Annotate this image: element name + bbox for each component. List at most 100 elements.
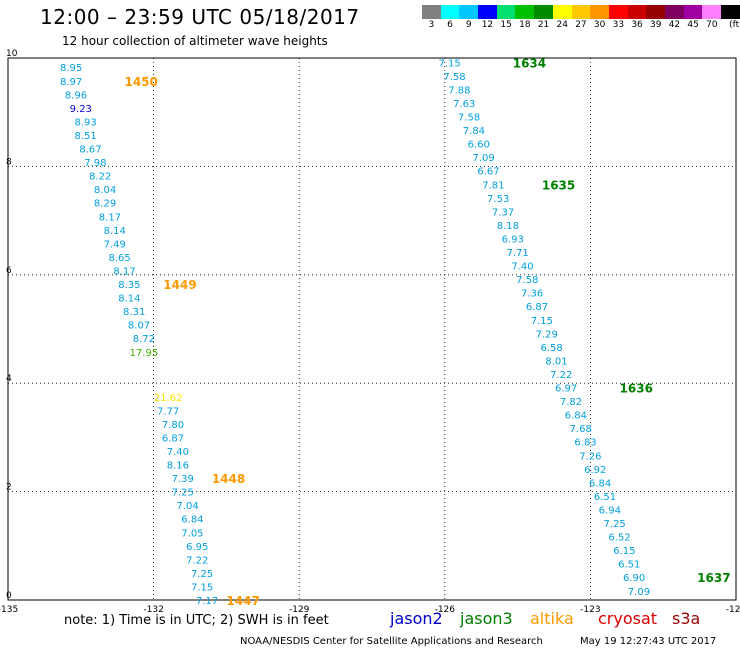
color-swatch bbox=[534, 5, 553, 19]
wave-height-point: 8.97 bbox=[60, 77, 82, 88]
wave-height-point: 6.90 bbox=[623, 573, 645, 584]
wave-height-point: 6.84 bbox=[589, 478, 611, 489]
plot-frame bbox=[7, 57, 737, 601]
wave-height-point: 7.71 bbox=[506, 248, 528, 259]
wave-height-point: 7.25 bbox=[191, 569, 213, 580]
color-swatch bbox=[683, 5, 703, 19]
credit-line: NOAA/NESDIS Center for Satellite Applica… bbox=[240, 636, 543, 647]
pass-time-label: 1637 bbox=[697, 571, 730, 585]
color-swatch bbox=[515, 5, 535, 19]
wave-height-point: 6.87 bbox=[162, 433, 184, 444]
wave-height-point: 7.09 bbox=[628, 587, 650, 598]
color-scale-tick: 33 bbox=[612, 20, 625, 30]
color-swatch bbox=[496, 5, 516, 19]
wave-height-point: 7.15 bbox=[191, 582, 213, 593]
y-tick-label: 0 bbox=[6, 591, 12, 601]
wave-height-point: 6.94 bbox=[599, 505, 621, 516]
wave-height-point: 8.01 bbox=[545, 356, 567, 367]
color-swatch bbox=[608, 5, 628, 19]
wave-height-point: 8.51 bbox=[75, 131, 97, 142]
chart-subtitle: 12 hour collection of altimeter wave hei… bbox=[62, 34, 328, 48]
wave-height-point: 7.04 bbox=[176, 501, 198, 512]
wave-height-point: 6.84 bbox=[565, 411, 587, 422]
x-tick-label: -135 bbox=[0, 605, 18, 615]
color-swatch bbox=[702, 5, 721, 19]
color-scale-tick: 36 bbox=[631, 20, 643, 30]
color-swatch bbox=[627, 5, 647, 19]
wave-height-point: 8.35 bbox=[118, 280, 140, 291]
wave-height-point: 8.14 bbox=[104, 226, 126, 237]
x-tick-label: -126 bbox=[435, 605, 456, 615]
wave-height-point: 7.15 bbox=[531, 316, 553, 327]
color-swatch bbox=[571, 5, 591, 19]
color-swatch bbox=[459, 5, 479, 19]
wave-height-point: 8.07 bbox=[128, 321, 150, 332]
wave-height-point: 7.98 bbox=[84, 158, 106, 169]
pass-time-label: 1450 bbox=[124, 75, 157, 89]
color-swatch bbox=[664, 5, 684, 19]
wave-height-point: 7.25 bbox=[604, 519, 626, 530]
footnote: note: 1) Time is in UTC; 2) SWH is in fe… bbox=[64, 613, 329, 628]
wave-height-point: 8.22 bbox=[89, 172, 111, 183]
wave-height-point: 7.05 bbox=[181, 528, 203, 539]
satellite-legend-item: jason2 bbox=[390, 609, 443, 628]
pass-time-label: 1448 bbox=[212, 472, 245, 486]
satellite-legend-item: cryosat bbox=[598, 609, 658, 628]
wave-height-point: 8.95 bbox=[60, 63, 82, 74]
y-tick-label: 2 bbox=[6, 483, 12, 493]
wave-height-point: 7.80 bbox=[162, 420, 184, 431]
wave-height-point: 7.49 bbox=[104, 239, 126, 250]
wave-height-point: 6.51 bbox=[594, 492, 616, 503]
color-swatch bbox=[440, 5, 460, 19]
wave-height-point: 8.14 bbox=[118, 294, 140, 305]
wave-height-point: 8.29 bbox=[94, 199, 116, 210]
color-swatch bbox=[552, 5, 572, 19]
color-swatch bbox=[590, 5, 609, 19]
wave-height-point: 7.17 bbox=[196, 596, 218, 607]
satellite-legend-item: s3a bbox=[672, 609, 701, 628]
color-scale-swatches bbox=[422, 5, 740, 19]
x-tick-label: -129 bbox=[289, 605, 310, 615]
wave-height-point: 6.83 bbox=[574, 438, 596, 449]
wave-height-point: 7.63 bbox=[453, 99, 475, 110]
satellite-legend-item: altika bbox=[530, 609, 574, 628]
wave-height-point: 6.95 bbox=[186, 542, 208, 553]
y-tick-label: 8 bbox=[6, 157, 12, 167]
color-swatch bbox=[478, 5, 497, 19]
color-scale-tick: 18 bbox=[519, 20, 531, 30]
y-tick-label: 4 bbox=[6, 374, 12, 384]
pass-time-label: 1635 bbox=[542, 178, 575, 192]
pass-time-label: 1634 bbox=[513, 56, 546, 70]
wave-height-point: 8.17 bbox=[99, 212, 121, 223]
color-scale-tick: 21 bbox=[537, 20, 550, 30]
wave-height-point: 6.92 bbox=[584, 465, 606, 476]
wave-height-point: 7.82 bbox=[560, 397, 582, 408]
wave-height-point: 8.65 bbox=[108, 253, 130, 264]
wave-height-point: 7.22 bbox=[186, 555, 208, 566]
satellite-legend-item: jason3 bbox=[460, 609, 513, 628]
y-tick-label: 10 bbox=[6, 49, 18, 59]
wave-height-point: 8.18 bbox=[497, 221, 519, 232]
wave-height-point: 8.67 bbox=[79, 145, 101, 156]
wave-height-point: 7.81 bbox=[482, 180, 504, 191]
x-tick-label: -132 bbox=[143, 605, 163, 615]
color-scale-tick: 39 bbox=[650, 20, 662, 30]
wave-height-point: 8.31 bbox=[123, 307, 145, 318]
y-tick-label: 6 bbox=[6, 266, 12, 276]
color-scale-tick: 24 bbox=[556, 20, 568, 30]
wave-height-point: 7.36 bbox=[521, 289, 543, 300]
wave-height-point: 7.40 bbox=[511, 262, 533, 273]
wave-height-point: 6.51 bbox=[618, 560, 640, 571]
wave-height-point: 8.17 bbox=[113, 266, 135, 277]
color-scale-tick: 12 bbox=[481, 20, 494, 30]
pass-time-label: 1636 bbox=[620, 382, 653, 396]
wave-height-point: 8.93 bbox=[75, 117, 97, 128]
color-scale-tick: 9 bbox=[465, 20, 472, 30]
wave-height-point: 8.04 bbox=[94, 185, 116, 196]
generated-timestamp: May 19 12:27:43 UTC 2017 bbox=[580, 636, 717, 647]
wave-height-point: 7.68 bbox=[570, 424, 592, 435]
wave-height-point: 6.58 bbox=[540, 343, 562, 354]
color-scale-tick: 27 bbox=[575, 20, 587, 30]
